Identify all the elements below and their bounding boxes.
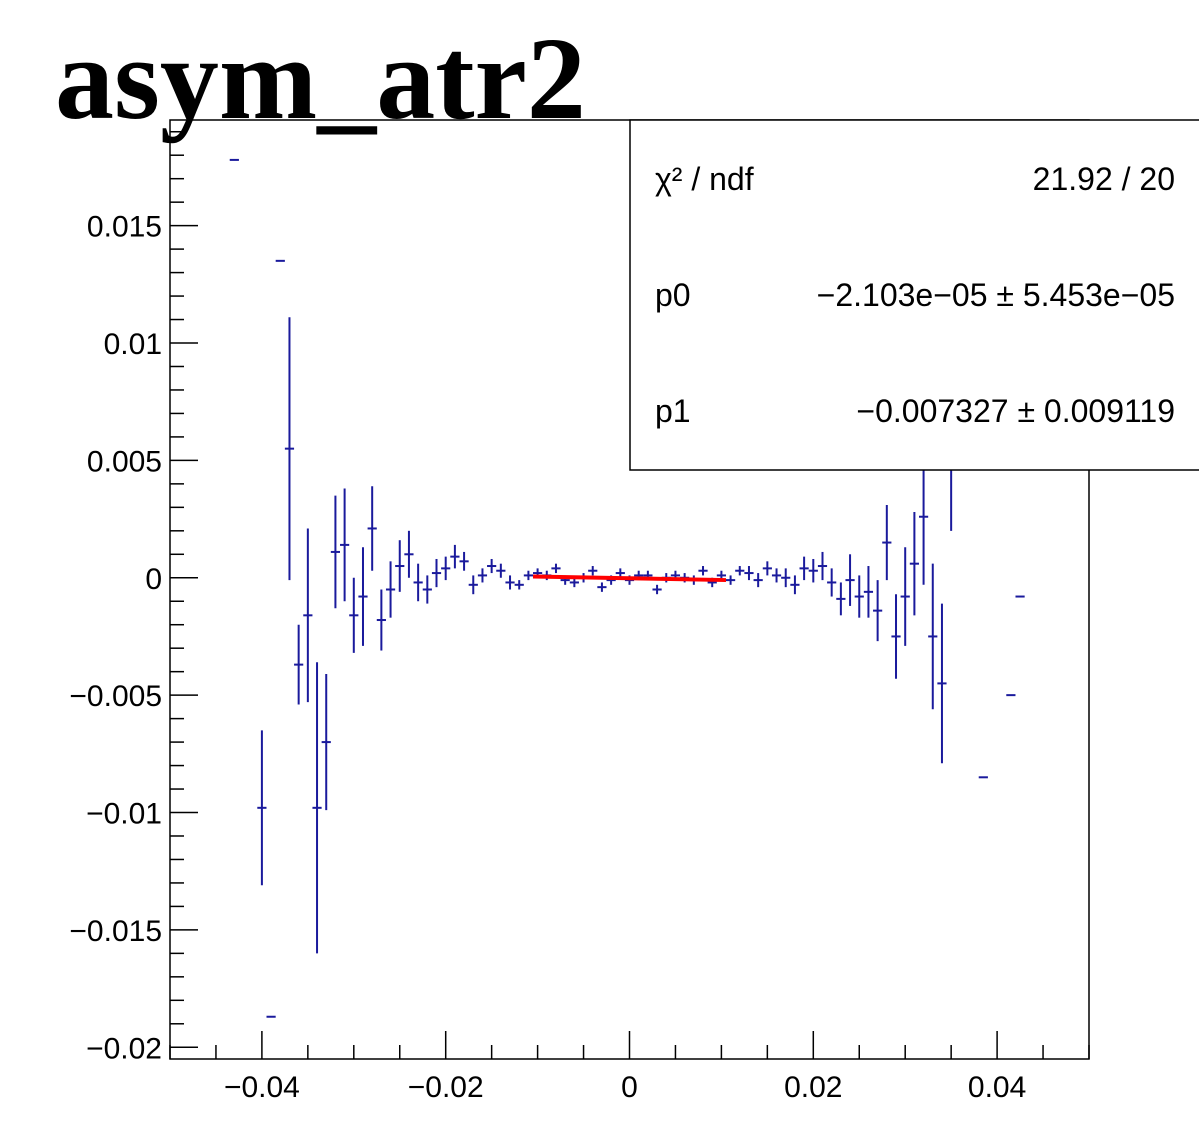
data-point	[744, 566, 754, 581]
y-tick-label: 0.015	[87, 211, 162, 244]
data-point	[836, 582, 846, 616]
data-point	[303, 528, 313, 703]
data-point	[367, 486, 377, 571]
data-point	[928, 563, 938, 710]
data-point	[496, 563, 506, 578]
data-point	[431, 558, 442, 588]
data-point	[900, 547, 910, 646]
data-point	[725, 575, 736, 585]
data-point	[817, 551, 828, 581]
data-point	[349, 577, 359, 653]
x-tick-label: −0.04	[224, 1071, 300, 1104]
data-point	[790, 575, 800, 595]
data-point	[294, 624, 304, 705]
data-point	[753, 573, 763, 588]
data-point	[340, 488, 350, 602]
data-point	[514, 580, 524, 590]
data-point	[799, 556, 809, 581]
data-point	[781, 568, 791, 588]
data-point	[588, 566, 598, 576]
stats-label: p1	[655, 393, 691, 429]
y-tick-label: 0.005	[87, 445, 162, 478]
data-point	[257, 730, 267, 886]
x-tick-label: 0.02	[784, 1071, 842, 1104]
data-point	[735, 566, 745, 576]
y-tick-label: −0.01	[86, 798, 162, 831]
data-point	[698, 566, 708, 576]
data-point	[505, 575, 515, 590]
data-point	[404, 530, 414, 578]
chart-title: asym_atr2	[55, 13, 586, 144]
data-point	[827, 568, 837, 597]
x-tick-label: −0.02	[408, 1071, 484, 1104]
data-point	[385, 561, 396, 618]
data-point	[863, 566, 874, 618]
y-tick-label: 0	[145, 563, 162, 596]
x-tick-label: 0	[621, 1071, 638, 1104]
data-point	[808, 558, 818, 583]
y-tick-label: −0.015	[69, 915, 162, 948]
data-point	[330, 495, 341, 609]
data-point	[771, 568, 782, 583]
data-point	[376, 589, 386, 651]
data-point	[487, 558, 497, 574]
data-point	[321, 674, 331, 811]
data-point	[854, 575, 864, 618]
data-point	[891, 594, 901, 679]
stats-box	[629, 119, 1199, 471]
data-point	[450, 544, 460, 569]
stats-value: 21.92 / 20	[1033, 161, 1175, 197]
stats-label: p0	[655, 277, 691, 313]
data-point	[312, 662, 322, 954]
data-point	[468, 575, 478, 595]
data-point	[882, 504, 892, 581]
data-point	[569, 577, 579, 588]
x-tick-label: 0.04	[968, 1071, 1026, 1104]
data-point	[597, 582, 607, 592]
data-point	[422, 575, 432, 604]
data-point	[551, 563, 561, 574]
data-point	[441, 556, 451, 581]
data-point	[845, 554, 855, 606]
data-point	[477, 568, 488, 583]
stats-value: −0.007327 ± 0.009119	[856, 393, 1175, 429]
data-point	[413, 563, 423, 602]
data-point	[284, 317, 295, 581]
y-tick-label: −0.02	[86, 1032, 162, 1065]
fit-line	[532, 574, 727, 583]
data-point	[395, 540, 405, 592]
y-tick-label: −0.005	[69, 680, 162, 713]
data-point	[762, 561, 772, 576]
data-point	[523, 570, 534, 581]
data-point	[459, 551, 469, 571]
stats-value: −2.103e−05 ± 5.453e−05	[817, 277, 1175, 313]
data-point	[652, 584, 662, 595]
data-point	[918, 448, 929, 585]
data-point	[873, 580, 883, 642]
data-point	[909, 512, 919, 616]
data-point	[937, 603, 947, 764]
stats-label: χ² / ndf	[655, 161, 754, 197]
data-point	[358, 547, 368, 646]
y-tick-label: 0.01	[104, 328, 162, 361]
